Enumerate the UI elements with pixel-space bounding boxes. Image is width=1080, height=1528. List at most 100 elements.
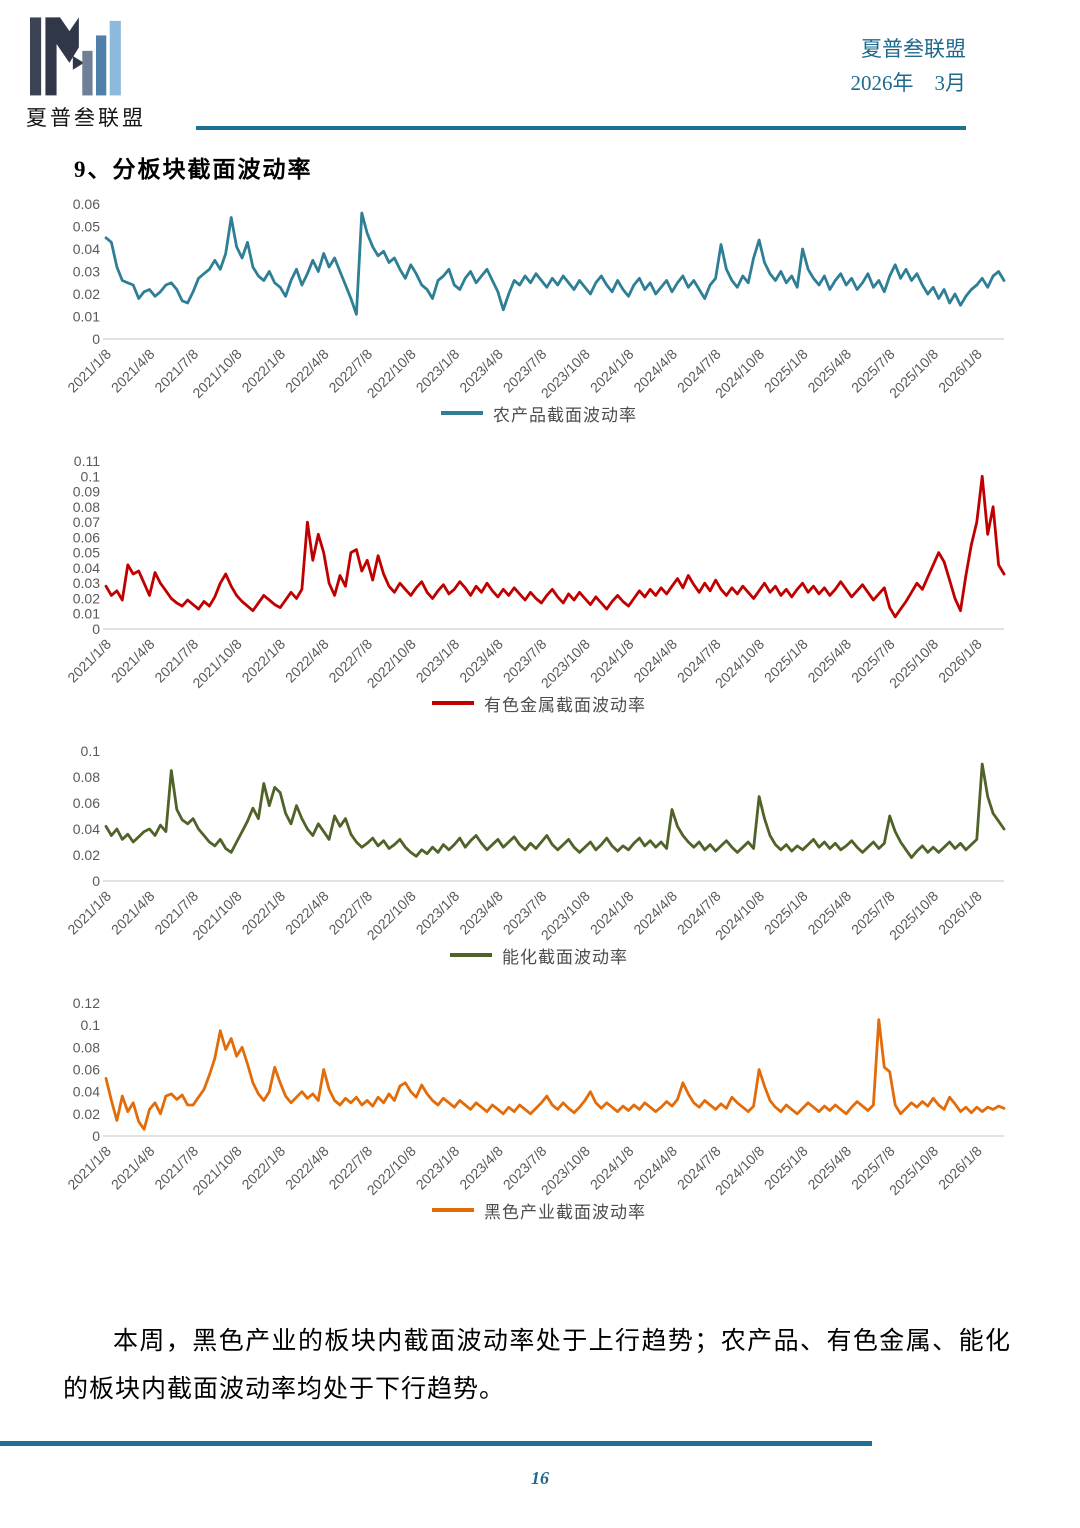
svg-text:2023/1/8: 2023/1/8 <box>413 346 463 396</box>
agriculture-volatility-line-chart: 0 0.01 0.02 0.03 0.04 0.05 0.06 2021/1/82021/4/… <box>64 196 1006 401</box>
svg-text:2024/4/8: 2024/4/8 <box>630 636 680 686</box>
footer-divider <box>0 1441 872 1446</box>
legend-line-swatch <box>432 701 474 705</box>
svg-text:0: 0 <box>92 331 100 347</box>
page-number: 16 <box>531 1468 549 1488</box>
svg-text:0.09: 0.09 <box>73 484 100 500</box>
svg-text:0.04: 0.04 <box>73 1084 100 1100</box>
legend-line-swatch <box>450 953 492 957</box>
svg-text:0.03: 0.03 <box>73 575 100 591</box>
svg-text:0.02: 0.02 <box>73 847 100 863</box>
svg-text:0.08: 0.08 <box>73 769 100 785</box>
header-issue-date: 2026年 3月 <box>850 71 967 95</box>
commentary-paragraph: 本周，黑色产业的板块内截面波动率处于上行趋势；农产品、有色金属、能化的板块内截面… <box>63 1328 1011 1403</box>
svg-text:2021/4/8: 2021/4/8 <box>108 1143 158 1193</box>
svg-text:2025/4/8: 2025/4/8 <box>804 346 854 396</box>
svg-text:2024/4/8: 2024/4/8 <box>630 888 680 938</box>
svg-text:0.01: 0.01 <box>73 606 100 622</box>
svg-text:2026/1/8: 2026/1/8 <box>935 1143 985 1193</box>
header-right-block: 夏普叁联盟 2026年 3月 <box>851 32 967 100</box>
svg-text:0.1: 0.1 <box>81 1017 101 1033</box>
svg-text:0.06: 0.06 <box>73 795 100 811</box>
svg-text:2022/1/8: 2022/1/8 <box>238 346 288 396</box>
svg-text:0.1: 0.1 <box>81 743 101 759</box>
svg-text:2024/1/8: 2024/1/8 <box>587 636 637 686</box>
svg-text:0.11: 0.11 <box>74 453 100 469</box>
svg-text:0.1: 0.1 <box>81 468 101 484</box>
svg-text:2024/4/8: 2024/4/8 <box>630 1143 680 1193</box>
svg-text:2024/1/8: 2024/1/8 <box>587 888 637 938</box>
svg-text:2021/4/8: 2021/4/8 <box>108 636 158 686</box>
chart-ferrous-volatility: 0 0.02 0.04 0.06 0.08 0.1 0.12 2021/1/8 2021/4/8… <box>56 995 1022 1224</box>
legend-label: 有色金属截面波动率 <box>484 695 646 715</box>
svg-text:2025/1/8: 2025/1/8 <box>761 888 811 938</box>
svg-text:2022/1/8: 2022/1/8 <box>238 1143 288 1193</box>
svg-text:2022/4/8: 2022/4/8 <box>282 888 332 938</box>
svg-text:2024/1/8: 2024/1/8 <box>587 346 637 396</box>
header-divider <box>196 126 966 130</box>
svg-text:2021/1/8: 2021/1/8 <box>64 346 114 396</box>
svg-text:2023/1/8: 2023/1/8 <box>413 636 463 686</box>
legend-label: 农产品截面波动率 <box>493 405 637 425</box>
svg-text:2022/4/8: 2022/4/8 <box>282 346 332 396</box>
svg-text:0.06: 0.06 <box>73 1062 100 1078</box>
svg-text:2021/1/8: 2021/1/8 <box>64 1143 114 1193</box>
svg-text:2025/1/8: 2025/1/8 <box>761 1143 811 1193</box>
svg-text:2026/1/8: 2026/1/8 <box>935 888 985 938</box>
svg-text:0: 0 <box>92 621 100 637</box>
svg-text:2025/4/8: 2025/4/8 <box>804 636 854 686</box>
company-logo <box>30 17 121 96</box>
svg-text:0.04: 0.04 <box>73 821 100 837</box>
legend-agriculture: 农产品截面波动率 <box>56 399 1022 427</box>
svg-text:2025/1/8: 2025/1/8 <box>761 346 811 396</box>
svg-text:2026/1/8: 2026/1/8 <box>935 346 985 396</box>
svg-text:0.06: 0.06 <box>73 529 100 545</box>
svg-text:2026/1/8: 2026/1/8 <box>935 636 985 686</box>
chart-agriculture-volatility: 0 0.01 0.02 0.03 0.04 0.05 0.06 2021/1/8 2021/4/… <box>56 196 1022 427</box>
svg-text:0.03: 0.03 <box>73 264 100 280</box>
svg-text:0.02: 0.02 <box>73 1106 100 1122</box>
header-org-name: 夏普叁联盟 <box>861 37 966 61</box>
chart-nonferrous-volatility: 0 0.01 0.02 0.03 0.04 0.05 0.06 0.07 0.08 0.09 0.1… <box>56 453 1022 717</box>
svg-text:2023/4/8: 2023/4/8 <box>456 636 506 686</box>
svg-text:2023/4/8: 2023/4/8 <box>456 1143 506 1193</box>
legend-label: 黑色产业截面波动率 <box>484 1202 646 1222</box>
legend-line-swatch <box>432 1208 474 1212</box>
legend-nonferrous: 有色金属截面波动率 <box>56 689 1022 717</box>
svg-text:0.05: 0.05 <box>73 219 100 235</box>
svg-text:2021/1/8: 2021/1/8 <box>64 636 114 686</box>
svg-text:2021/4/8: 2021/4/8 <box>108 346 158 396</box>
svg-text:0.12: 0.12 <box>73 995 100 1011</box>
energy-chem-volatility-line-chart: 00.020.040.060.080.12021/1/82021/4/82021… <box>64 743 1006 943</box>
nonferrous-volatility-line-chart: 00.010.020.030.040.050.060.070.080.090.1… <box>64 453 1006 691</box>
svg-text:2022/1/8: 2022/1/8 <box>238 636 288 686</box>
svg-text:2025/1/8: 2025/1/8 <box>761 636 811 686</box>
svg-text:0: 0 <box>92 873 100 889</box>
svg-text:2023/1/8: 2023/1/8 <box>413 888 463 938</box>
chart-energy-chem-volatility: 0 0.02 0.04 0.06 0.08 0.1 2021/1/8 2021/4/8 2021… <box>56 743 1022 969</box>
svg-text:0.05: 0.05 <box>73 545 100 561</box>
logo-company-name: 夏普叁联盟 <box>26 106 146 130</box>
svg-text:2024/1/8: 2024/1/8 <box>587 1143 637 1193</box>
svg-text:0.02: 0.02 <box>73 286 100 302</box>
svg-text:2022/4/8: 2022/4/8 <box>282 1143 332 1193</box>
legend-energy-chem: 能化截面波动率 <box>56 941 1022 969</box>
svg-text:0.02: 0.02 <box>73 591 100 607</box>
legend-line-swatch <box>441 411 483 415</box>
legend-ferrous: 黑色产业截面波动率 <box>56 1196 1022 1224</box>
svg-text:0.08: 0.08 <box>73 1039 100 1055</box>
svg-text:2025/4/8: 2025/4/8 <box>804 888 854 938</box>
section-title: 9、分板块截面波动率 <box>74 157 313 182</box>
svg-text:2022/1/8: 2022/1/8 <box>238 888 288 938</box>
svg-text:0.04: 0.04 <box>73 560 100 576</box>
legend-label: 能化截面波动率 <box>502 947 628 967</box>
svg-text:2021/1/8: 2021/1/8 <box>64 888 114 938</box>
svg-text:2022/4/8: 2022/4/8 <box>282 636 332 686</box>
ferrous-volatility-line-chart: 0 0.02 0.04 0.06 0.08 0.1 0.12 2021/1/82021/4/8… <box>64 995 1006 1198</box>
svg-text:2024/4/8: 2024/4/8 <box>630 346 680 396</box>
charts-section: 0 0.01 0.02 0.03 0.04 0.05 0.06 2021/1/8 2021/4/… <box>56 196 1022 1250</box>
svg-text:0.04: 0.04 <box>73 241 100 257</box>
svg-text:0.01: 0.01 <box>73 309 100 325</box>
svg-text:2023/1/8: 2023/1/8 <box>413 1143 463 1193</box>
